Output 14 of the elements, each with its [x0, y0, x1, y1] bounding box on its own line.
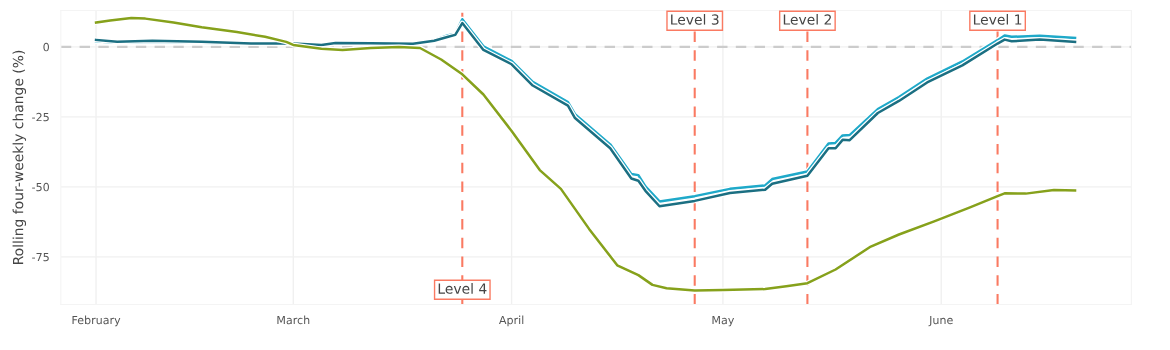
- x-tick-label: June: [928, 315, 953, 327]
- y-tick-label: -50: [32, 182, 49, 192]
- ref-line-label: Level 3: [671, 14, 719, 25]
- ref-line-label: Level 2: [783, 14, 831, 25]
- ref-line-label: Level 1: [973, 14, 1022, 25]
- ref-line-label: Level 4: [438, 283, 487, 294]
- y-tick-label: -75: [32, 253, 49, 262]
- x-tick-label: March: [277, 315, 310, 325]
- x-tick-label: April: [498, 315, 524, 327]
- x-tick-label: February: [72, 315, 121, 327]
- y-tick-label: 0: [43, 42, 49, 52]
- x-tick-label: May: [712, 315, 735, 327]
- y-tick-label: -25: [32, 112, 49, 122]
- y-axis-title: Rolling four-weekly change (%): [12, 50, 27, 264]
